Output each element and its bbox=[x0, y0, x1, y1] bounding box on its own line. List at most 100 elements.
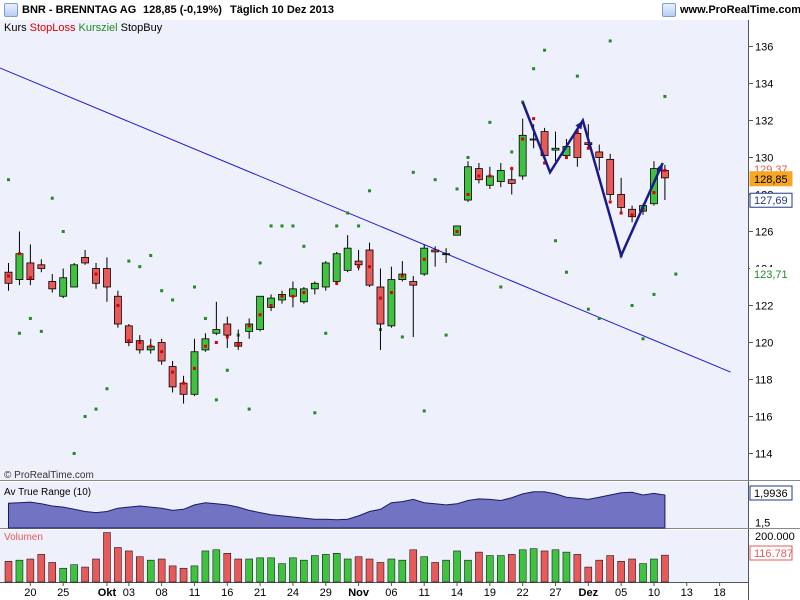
kursziel-dot bbox=[652, 292, 656, 296]
stoploss-dot bbox=[619, 211, 623, 215]
legend-stopbuy: StopBuy bbox=[121, 22, 163, 34]
volume-bar bbox=[453, 550, 461, 583]
volume-bar bbox=[365, 558, 374, 583]
volume-bar bbox=[311, 555, 319, 583]
volume-bar bbox=[573, 554, 582, 583]
candle-body bbox=[431, 249, 440, 253]
candle-body bbox=[179, 382, 188, 395]
volume-bar bbox=[529, 548, 538, 583]
x-tick-label: 18 bbox=[713, 587, 725, 599]
candle-body bbox=[595, 151, 604, 158]
volume-bar bbox=[212, 549, 221, 583]
candle bbox=[496, 163, 505, 188]
atr-label: Av True Range (10) bbox=[4, 487, 91, 498]
stoploss-dot bbox=[225, 335, 229, 339]
volume-bar bbox=[628, 558, 636, 583]
x-tick-label: 06 bbox=[385, 587, 397, 599]
volume-bar bbox=[300, 559, 308, 583]
stoploss-dot bbox=[564, 156, 568, 159]
kursziel-dot bbox=[83, 415, 87, 418]
y-tick-label: 120 bbox=[755, 338, 773, 350]
candle bbox=[37, 259, 46, 273]
kursziel-dot bbox=[291, 224, 295, 228]
kursziel-dot bbox=[17, 331, 21, 335]
candle bbox=[332, 251, 341, 286]
x-tick-label: 05 bbox=[615, 587, 627, 599]
stoploss-dot bbox=[28, 276, 32, 280]
y-tick-label: 114 bbox=[755, 449, 773, 461]
candle-body bbox=[332, 253, 341, 282]
kursziel-dot bbox=[597, 316, 601, 320]
y-tick-label: 122 bbox=[755, 301, 773, 313]
candle bbox=[245, 318, 254, 339]
candle bbox=[124, 324, 133, 347]
stoploss-dot bbox=[182, 381, 186, 385]
candle-body bbox=[4, 271, 13, 284]
minimize-icon[interactable] bbox=[662, 3, 676, 17]
stoploss-dot bbox=[663, 168, 667, 172]
stoploss-dot bbox=[138, 341, 142, 344]
legend-stoploss: StopLoss bbox=[30, 22, 76, 34]
stoploss-dot bbox=[532, 117, 536, 121]
kursziel-dot bbox=[127, 259, 131, 263]
candle-body bbox=[299, 288, 308, 303]
volume-bar bbox=[442, 559, 450, 583]
candle bbox=[617, 177, 626, 213]
candle bbox=[431, 246, 440, 267]
y-tick-label: 116 bbox=[755, 412, 773, 424]
candle-body bbox=[15, 253, 24, 280]
volume-bar bbox=[245, 558, 253, 583]
stoploss-dot bbox=[630, 213, 634, 217]
candle-body bbox=[59, 277, 68, 297]
kursziel-dot bbox=[422, 409, 426, 413]
candle-body bbox=[321, 262, 330, 288]
kursziel-dot bbox=[346, 211, 350, 215]
candle-body bbox=[245, 323, 254, 332]
volume-bar bbox=[92, 558, 100, 583]
candle-body bbox=[124, 325, 133, 343]
candle-body bbox=[201, 338, 210, 351]
volume-bar bbox=[26, 558, 35, 583]
stoploss-dot bbox=[291, 294, 295, 298]
volume-bar bbox=[606, 555, 614, 583]
kursziel-dot bbox=[433, 178, 437, 182]
kursziel-dot bbox=[280, 224, 284, 228]
candle-body bbox=[103, 268, 111, 288]
x-tick-label: 27 bbox=[549, 587, 561, 599]
kursziel-dot bbox=[225, 368, 229, 372]
candle-body bbox=[496, 170, 505, 182]
stoploss-dot bbox=[422, 257, 426, 261]
candle-body bbox=[81, 256, 89, 264]
volume-bar bbox=[343, 558, 352, 583]
candle bbox=[573, 127, 582, 167]
legend-kursziel: Kursziel bbox=[79, 22, 118, 34]
x-tick-label: 25 bbox=[57, 587, 69, 599]
volume-bar bbox=[409, 549, 418, 583]
volume-bar bbox=[256, 557, 264, 583]
volume-bar bbox=[289, 557, 297, 583]
kursziel-dot bbox=[499, 285, 503, 289]
candle bbox=[387, 266, 396, 328]
stoploss-dot bbox=[236, 342, 240, 346]
candle-body bbox=[343, 247, 352, 271]
stoploss-dot bbox=[17, 252, 21, 256]
kursziel-dot bbox=[630, 304, 634, 307]
volume-bar bbox=[639, 563, 647, 583]
kursziel-dot bbox=[444, 333, 448, 337]
window-menu-icon[interactable] bbox=[4, 3, 18, 17]
kursziel-dot bbox=[247, 407, 251, 411]
volume-bar bbox=[398, 559, 407, 583]
kursziel-dot bbox=[269, 224, 273, 228]
volume-bar bbox=[322, 554, 330, 583]
volume-bar bbox=[168, 565, 177, 583]
candle-body bbox=[48, 281, 57, 290]
volume-bar bbox=[540, 550, 549, 583]
candle bbox=[310, 281, 319, 295]
kursziel-dot bbox=[105, 387, 109, 391]
kursziel-dot bbox=[543, 48, 547, 52]
volume-bar bbox=[354, 556, 363, 583]
kursziel-dot bbox=[94, 407, 98, 411]
candle-body bbox=[518, 134, 527, 177]
candle-body bbox=[507, 179, 516, 184]
x-tick-label: 13 bbox=[681, 587, 693, 599]
